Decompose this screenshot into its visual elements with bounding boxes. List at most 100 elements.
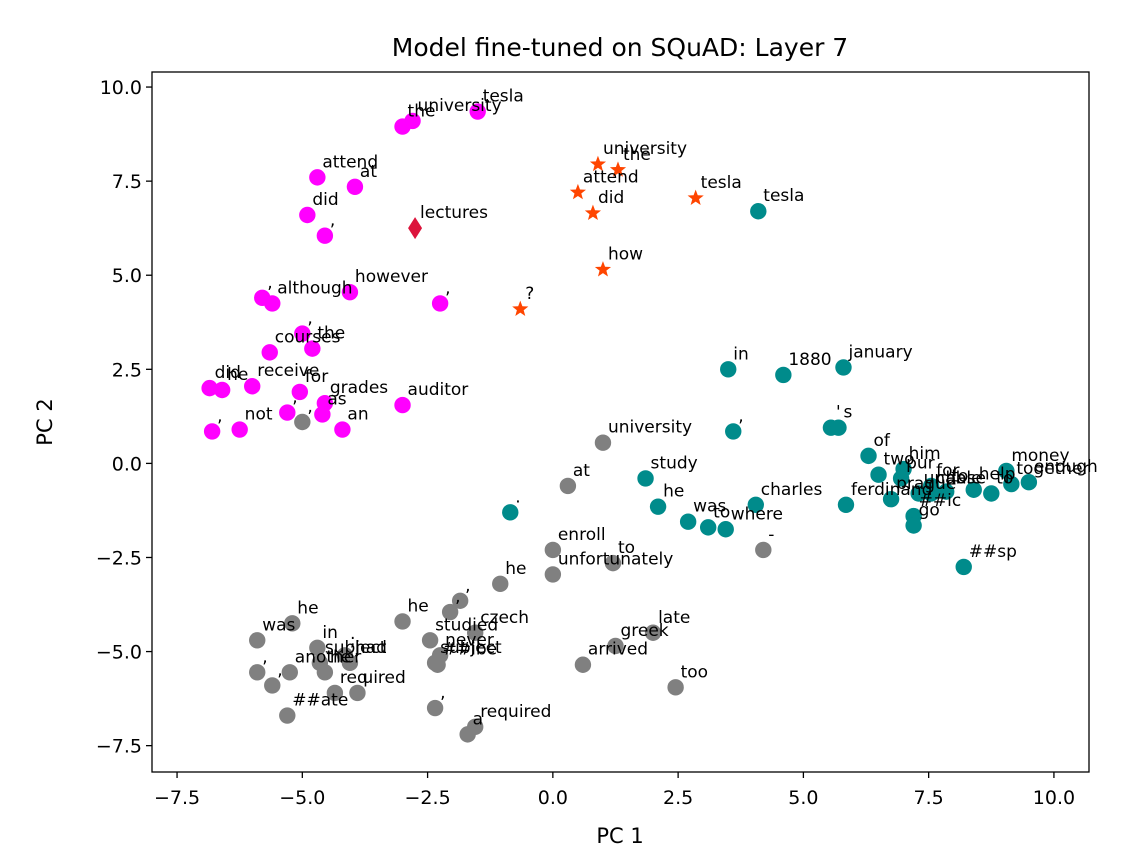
- data-point: [314, 406, 331, 423]
- point-label: tesla: [763, 186, 804, 206]
- point-label: ##ibe: [443, 640, 497, 660]
- data-point: [466, 624, 484, 641]
- data-point: [750, 203, 767, 220]
- data-point: [910, 485, 927, 502]
- data-point: [559, 477, 577, 495]
- point-label: ,: [292, 388, 297, 408]
- data-point: [309, 169, 326, 186]
- data-point: [341, 654, 359, 672]
- point-label: ,: [307, 397, 312, 417]
- point-label: enroll: [558, 525, 606, 545]
- data-point: [755, 541, 772, 559]
- data-point: [594, 434, 612, 451]
- data-point: [860, 447, 877, 465]
- x-tick-label: 7.5: [914, 787, 944, 809]
- data-point: [304, 340, 321, 357]
- point-label: to: [713, 502, 730, 522]
- point-label: enough: [1034, 457, 1098, 477]
- point-label: although: [277, 278, 352, 298]
- point-label: ##sp: [969, 542, 1017, 562]
- x-tick-label: −5.0: [279, 787, 325, 809]
- data-point: [574, 656, 592, 673]
- data-point: [326, 684, 344, 702]
- point-label: uired: [362, 668, 405, 688]
- point-label: prague: [896, 474, 956, 494]
- point-label: ': [836, 403, 841, 423]
- data-point: [203, 423, 221, 440]
- series-group: [408, 217, 423, 240]
- data-point: [905, 517, 922, 534]
- point-label: subject: [440, 638, 502, 658]
- data-point: [469, 103, 486, 120]
- data-point: [882, 490, 900, 508]
- point-label: ,: [455, 587, 460, 607]
- y-tick-label: −7.5: [96, 736, 142, 758]
- data-point: [998, 462, 1015, 480]
- point-label: unable: [924, 469, 982, 489]
- point-label: another: [295, 647, 361, 667]
- data-point: [294, 413, 311, 431]
- data-point: [279, 707, 296, 724]
- data-point: [426, 699, 444, 717]
- point-label: for: [305, 367, 328, 387]
- y-tick-label: 0.0: [112, 453, 142, 475]
- data-point: [649, 498, 667, 515]
- x-tick-label: 5.0: [788, 787, 818, 809]
- point-label: to: [618, 538, 635, 558]
- point-label: ,: [277, 660, 282, 680]
- point-label: january: [847, 342, 912, 362]
- point-label: -: [768, 525, 774, 545]
- point-label: ,: [217, 406, 222, 426]
- point-label: greek: [620, 621, 668, 641]
- point-label: subject: [325, 638, 387, 658]
- x-tick-label: −7.5: [154, 787, 200, 809]
- point-label: university: [608, 418, 692, 438]
- data-point-diamond: [408, 217, 423, 240]
- point-label: the: [623, 145, 651, 165]
- data-point: [334, 421, 351, 438]
- data-point: [284, 615, 301, 632]
- point-label: too: [681, 662, 708, 682]
- point-label: 1880: [788, 350, 831, 370]
- point-label: however: [355, 267, 428, 287]
- point-label: together: [1016, 459, 1089, 479]
- point-label: to: [951, 467, 968, 487]
- point-label: courses: [275, 327, 341, 347]
- point-label: he: [505, 559, 526, 579]
- point-label: ,: [445, 278, 450, 298]
- point-label: he: [297, 598, 318, 618]
- y-tick-label: 10.0: [100, 77, 142, 99]
- data-point: [281, 664, 298, 681]
- y-axis-label: PC 2: [33, 398, 57, 445]
- y-tick-label: 2.5: [112, 359, 142, 381]
- point-label: ,: [262, 647, 267, 667]
- point-label: req: [340, 668, 368, 688]
- point-label: where: [731, 504, 783, 524]
- point-label: was: [693, 497, 726, 517]
- point-label: the: [317, 324, 345, 344]
- data-point: [835, 359, 852, 376]
- data-point: [264, 295, 281, 312]
- data-point: [937, 483, 955, 500]
- y-axis: −7.5 −5.0 −2.5 0.0 2.5 5.0 7.5 10.0: [96, 77, 152, 758]
- point-label: study: [651, 453, 698, 473]
- point-label: not: [245, 405, 273, 425]
- point-label: chase: [936, 469, 986, 489]
- point-label: he: [408, 596, 429, 616]
- data-point: [279, 404, 296, 421]
- point-label: in: [322, 623, 338, 643]
- data-point: [346, 178, 364, 195]
- point-label: two: [884, 450, 915, 470]
- point-label: czech: [480, 608, 529, 628]
- point-label: did: [598, 188, 624, 208]
- point-label: unfortunately: [558, 549, 673, 569]
- point-label: he: [330, 647, 351, 667]
- point-label: ,: [307, 309, 312, 329]
- point-label: charles: [761, 480, 823, 500]
- point-label: he: [663, 482, 684, 502]
- data-point: [492, 575, 509, 593]
- point-label: ,: [738, 406, 743, 426]
- point-label: grades: [330, 378, 388, 398]
- data-point: [604, 554, 622, 572]
